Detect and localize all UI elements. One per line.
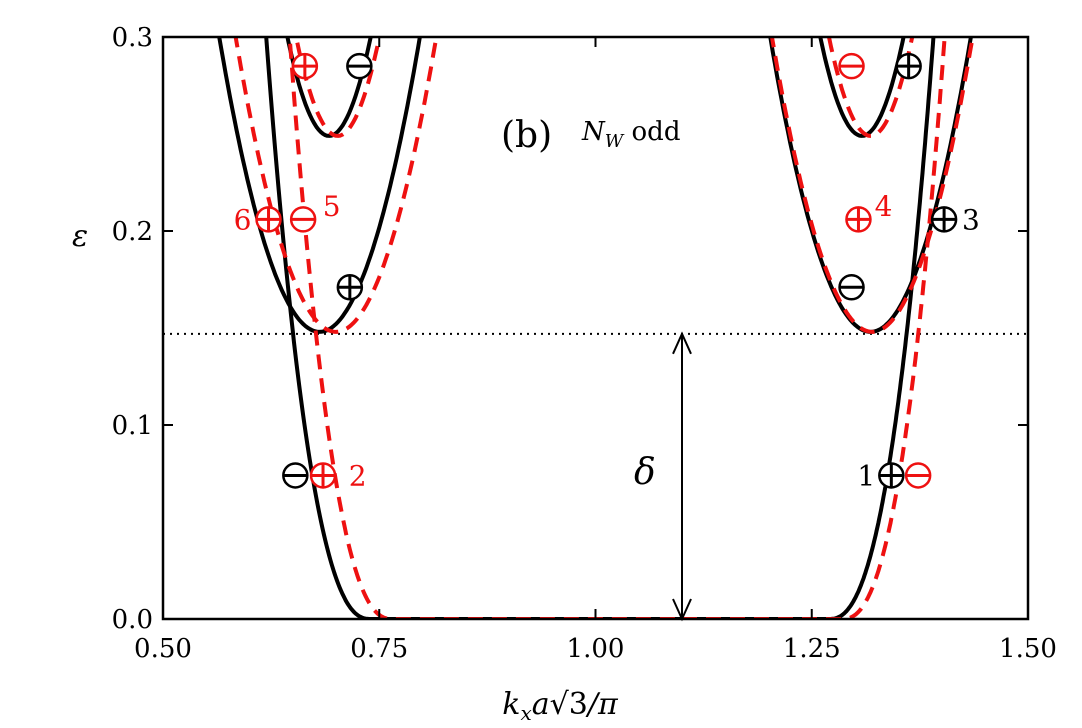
- parity-plus-marker-red: [845, 206, 872, 233]
- series-layer: [217, 37, 975, 619]
- state-number-label: 2: [349, 459, 367, 492]
- gap-arrow-head-top: [672, 331, 692, 355]
- x-label-a: a: [532, 687, 550, 722]
- band-curve-red-dashed: [769, 37, 975, 334]
- panel-subtitle: NW odd: [581, 117, 680, 152]
- x-tick-label: 1.25: [783, 634, 841, 664]
- x-axis-label: kxa√3/π: [502, 687, 619, 725]
- band-curve-black-solid: [680, 37, 936, 619]
- parity-minus-marker-black: [282, 462, 309, 489]
- band-curve-red-dashed: [233, 37, 439, 334]
- parity-plus-marker-black: [878, 462, 905, 489]
- state-number-label: 6: [234, 203, 252, 236]
- parity-minus-marker-red: [838, 52, 865, 80]
- y-tick-label: 0.1: [112, 411, 153, 441]
- x-label-root3: √3: [550, 687, 588, 722]
- state-number-label: 1: [857, 459, 875, 492]
- y-tick-label: 0.0: [112, 605, 153, 635]
- x-label-x: x: [520, 701, 531, 725]
- parity-plus-marker-black: [895, 52, 922, 80]
- band-curve-red-dashed: [287, 37, 683, 619]
- parity-plus-marker-red: [255, 206, 282, 233]
- state-number-label: 5: [323, 190, 341, 223]
- tick-layer: 0.50 0.75 1.00 1.25 1.50 0.0 0.1 0.2 0.3: [112, 23, 1057, 664]
- parity-plus-marker-red: [291, 52, 319, 80]
- parity-plus-marker-black: [930, 206, 958, 233]
- band-curve-black-solid: [264, 37, 683, 619]
- parity-minus-marker-red: [904, 462, 932, 489]
- parity-minus-marker-black: [346, 52, 373, 80]
- panel-label: (b): [501, 115, 552, 156]
- x-tick-label: 1.00: [567, 634, 625, 664]
- gap-arrow-layer: [672, 331, 692, 622]
- marker-layer: 2 5 6 4 3 1: [234, 52, 980, 492]
- parity-minus-marker-red: [289, 206, 317, 233]
- panel-subtitle-var: N: [581, 117, 606, 147]
- gap-delta-label: δ: [634, 452, 656, 493]
- band-curve-black-solid: [217, 37, 422, 334]
- state-number-label: 3: [962, 203, 980, 236]
- panel-subtitle-sub: W: [605, 131, 625, 152]
- band-curve-red-dashed: [294, 37, 382, 138]
- state-number-label: 4: [875, 190, 893, 223]
- parity-plus-marker-red: [309, 462, 337, 489]
- x-label-k: k: [502, 687, 520, 722]
- x-tick-label: 0.50: [134, 634, 192, 664]
- x-tick-label: 0.75: [350, 634, 408, 664]
- parity-minus-marker-black: [838, 274, 865, 301]
- y-tick-label: 0.3: [112, 23, 153, 53]
- parity-plus-marker-black: [336, 274, 364, 301]
- y-tick-label: 0.2: [112, 217, 153, 247]
- panel-subtitle-word: odd: [623, 117, 680, 147]
- x-tick-label: 1.50: [999, 634, 1057, 664]
- x-label-over-pi: /π: [585, 687, 619, 722]
- y-axis-label: ε: [72, 219, 88, 254]
